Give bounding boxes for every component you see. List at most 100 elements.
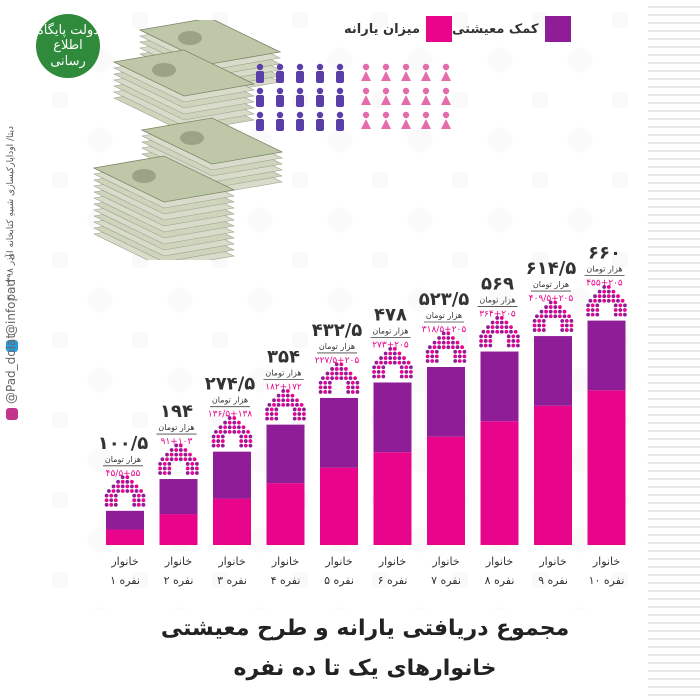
banknote-portrait — [178, 31, 202, 45]
dot — [586, 303, 590, 308]
man-body — [316, 119, 324, 131]
title-line-1: مجموع دریافتی یارانه و طرح معیشتی — [160, 616, 570, 641]
woman-body — [381, 119, 391, 129]
dot — [493, 343, 497, 348]
dot — [237, 429, 241, 434]
woman-body — [381, 71, 391, 81]
dot — [588, 298, 593, 303]
dot — [539, 309, 544, 314]
dot — [386, 365, 390, 370]
woman-body — [361, 119, 371, 129]
dot — [125, 479, 130, 484]
dot — [183, 452, 188, 457]
bar-livelihood — [106, 510, 144, 530]
dot — [127, 502, 132, 507]
category-label-line1: خانوار — [431, 555, 459, 568]
dot — [325, 371, 330, 376]
breakdown-label: ۴۰۹/۵+۲۰۵ — [529, 294, 574, 304]
dot — [441, 336, 446, 340]
man-body — [276, 95, 284, 107]
bar-livelihood — [159, 479, 198, 515]
dot — [609, 303, 613, 308]
dot — [272, 402, 276, 407]
dot — [602, 294, 607, 299]
dot — [506, 343, 511, 348]
people-icons — [256, 63, 451, 131]
dot — [302, 407, 306, 412]
household-dots-icon — [425, 331, 467, 363]
dot — [174, 457, 179, 462]
total-label: ۱۹۴ — [160, 401, 193, 422]
dot — [372, 369, 376, 374]
dot — [600, 308, 604, 312]
dot — [376, 369, 381, 374]
dot — [337, 390, 341, 394]
unit-label: هزار تومان — [105, 455, 141, 464]
unit-label: هزار تومان — [319, 342, 355, 351]
dot — [216, 443, 221, 448]
dot — [323, 385, 328, 390]
dot — [381, 374, 386, 379]
dot — [246, 429, 251, 434]
dot — [281, 393, 286, 398]
dot — [167, 466, 172, 471]
man-icon — [256, 111, 264, 119]
bar-livelihood — [266, 424, 305, 484]
dot — [551, 318, 555, 323]
dot — [318, 380, 323, 385]
woman-body — [441, 95, 451, 105]
dot — [448, 349, 453, 354]
dot — [460, 345, 464, 350]
dot — [183, 448, 188, 452]
legend-subsidy-swatch — [426, 16, 452, 42]
dot — [334, 376, 339, 381]
dot — [183, 457, 188, 462]
dolat-logo: دولت پایگاه اطلاع رسانی — [36, 14, 100, 78]
dot — [618, 308, 623, 312]
dot — [341, 380, 346, 385]
dot — [241, 429, 246, 434]
dot — [455, 340, 460, 345]
banknote-portrait — [180, 131, 204, 145]
dot — [195, 471, 199, 475]
woman-body — [401, 71, 411, 81]
dot — [227, 429, 232, 434]
dot — [118, 498, 123, 503]
dot — [195, 461, 199, 466]
woman-icon — [362, 111, 370, 119]
dot — [248, 439, 253, 443]
dot — [120, 475, 125, 480]
dot — [141, 498, 146, 503]
dot — [553, 314, 558, 319]
dot — [327, 390, 332, 394]
dot — [318, 390, 323, 394]
dot — [499, 320, 504, 325]
dot — [330, 367, 334, 371]
woman-icon — [422, 111, 430, 119]
dot — [162, 461, 167, 466]
unit-label: هزار تومان — [533, 280, 569, 289]
banknote-portrait — [152, 63, 176, 77]
dot — [341, 390, 346, 394]
dot — [439, 349, 444, 354]
dot — [597, 294, 602, 299]
dot — [448, 359, 453, 363]
dot — [457, 359, 462, 363]
dot — [350, 380, 355, 385]
dot — [188, 452, 192, 457]
dot — [446, 336, 451, 340]
dot — [402, 360, 406, 365]
man-icon — [276, 63, 284, 71]
dot — [174, 448, 179, 452]
dot — [441, 345, 446, 350]
dot — [190, 466, 195, 471]
dot — [265, 407, 269, 412]
dot — [223, 420, 228, 425]
dot — [178, 457, 183, 462]
dot — [181, 461, 186, 466]
woman-body — [401, 95, 411, 105]
dot — [272, 398, 276, 403]
dot — [604, 303, 609, 308]
dot — [511, 339, 516, 343]
dot — [172, 471, 176, 475]
